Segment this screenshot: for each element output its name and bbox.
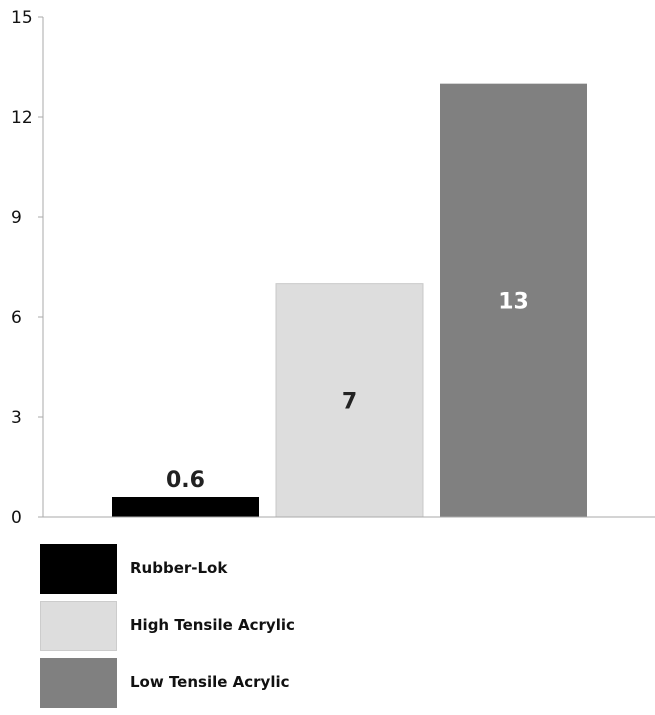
bar-high-tensile-acrylic bbox=[275, 283, 424, 518]
y-tick-label: 3 bbox=[11, 408, 22, 428]
data-label-high-tensile-acrylic: 7 bbox=[342, 389, 357, 414]
data-labels: 0.6 7 13 bbox=[166, 289, 529, 493]
legend-label-high-tensile-acrylic: High Tensile Acrylic bbox=[130, 616, 295, 634]
y-tick-label: 15 bbox=[11, 8, 33, 28]
data-label-low-tensile-acrylic: 13 bbox=[498, 289, 529, 314]
bar-chart: 0 3 6 9 12 15 0.6 7 13 bbox=[11, 8, 655, 528]
bars bbox=[112, 83, 587, 518]
y-tick-label: 6 bbox=[11, 308, 22, 328]
legend-item-high-tensile-acrylic: High Tensile Acrylic bbox=[40, 601, 640, 651]
y-tick-label: 9 bbox=[11, 208, 22, 228]
bar-rubber-lok bbox=[112, 497, 259, 517]
legend-swatch-high-tensile-acrylic bbox=[40, 601, 117, 651]
bar-low-tensile-acrylic bbox=[440, 83, 587, 518]
y-tick-label: 0 bbox=[11, 508, 22, 528]
legend-label-rubber-lok: Rubber-Lok bbox=[130, 559, 228, 577]
legend-item-rubber-lok: Rubber-Lok bbox=[40, 544, 640, 594]
legend-label-low-tensile-acrylic: Low Tensile Acrylic bbox=[130, 673, 290, 691]
legend-item-low-tensile-acrylic: Low Tensile Acrylic bbox=[40, 658, 640, 708]
data-label-rubber-lok: 0.6 bbox=[166, 468, 205, 493]
legend: Rubber-Lok High Tensile Acrylic Low Tens… bbox=[40, 544, 640, 715]
legend-swatch-low-tensile-acrylic bbox=[40, 658, 117, 708]
legend-swatch-rubber-lok bbox=[40, 544, 117, 594]
y-tick-label: 12 bbox=[11, 108, 33, 128]
y-axis: 0 3 6 9 12 15 bbox=[11, 8, 44, 528]
